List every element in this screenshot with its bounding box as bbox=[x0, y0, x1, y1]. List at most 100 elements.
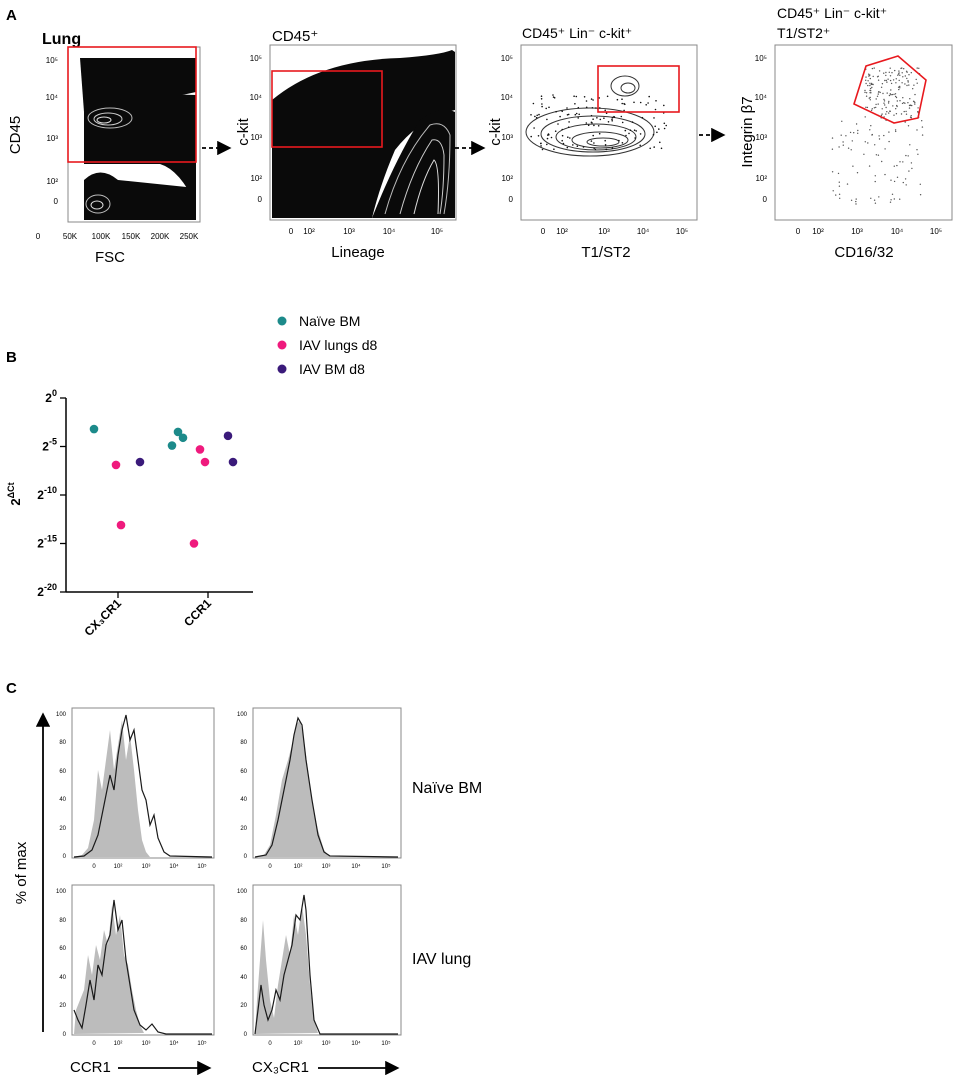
flow-event-dot bbox=[857, 132, 859, 134]
row-label-naive-bm: Naïve BM bbox=[412, 780, 482, 797]
panel-b-yticks: 202-52-102-152-20 bbox=[37, 388, 66, 599]
panel-a-letter: A bbox=[6, 7, 17, 24]
flow-event-dot bbox=[585, 106, 588, 109]
flow-event-dot bbox=[594, 148, 597, 151]
plot-a2-title: CD45⁺ bbox=[272, 28, 318, 45]
flow-event-dot bbox=[883, 102, 885, 104]
plot-a4-ytick: 10² bbox=[755, 174, 767, 183]
flow-event-dot bbox=[874, 175, 876, 177]
flow-event-dot bbox=[906, 77, 908, 80]
histogram-xtick: 10³ bbox=[142, 1041, 151, 1047]
plot-a3-events bbox=[530, 94, 667, 151]
flow-event-dot bbox=[599, 118, 602, 121]
flow-event-dot bbox=[901, 72, 903, 74]
plot-a3-xtick: 10³ bbox=[598, 227, 610, 236]
panel-b-point bbox=[200, 457, 210, 467]
flow-event-dot bbox=[877, 103, 879, 105]
flow-event-dot bbox=[555, 110, 557, 113]
plot-a3-title: CD45⁺ Lin⁻ c-kit⁺ bbox=[522, 25, 632, 41]
histogram-naive-cx3cr1: 100 80 60 40 20 0 0 10² 10³ 10⁴ 10⁵ bbox=[237, 707, 402, 870]
panel-b-ytick-label: 2-5 bbox=[42, 437, 57, 454]
flow-event-dot bbox=[875, 103, 877, 106]
panel-a-plot-2: CD45⁺ 10⁵ 10⁴ 10³ 10² 0 0 10² 10³ 10⁴ 10… bbox=[235, 28, 457, 261]
panel-b-point bbox=[89, 424, 99, 434]
flow-event-dot bbox=[606, 95, 609, 98]
flow-event-dot bbox=[895, 96, 898, 99]
panel-a-plot-4: CD45⁺ Lin⁻ c-kit⁺ T1/ST2⁺ 10⁵ 10⁴ 10³ 10… bbox=[739, 5, 953, 261]
flow-event-dot bbox=[621, 98, 623, 100]
plot-a3-contour bbox=[540, 115, 646, 153]
flow-event-dot bbox=[562, 142, 565, 145]
panel-b-ytick-base: 2 bbox=[45, 391, 52, 405]
flow-event-dot bbox=[917, 153, 919, 155]
flow-event-dot bbox=[585, 122, 588, 124]
flow-event-dot bbox=[590, 98, 593, 100]
flow-event-dot bbox=[611, 120, 613, 122]
histogram-ytick: 60 bbox=[240, 946, 247, 952]
flow-event-dot bbox=[883, 100, 886, 102]
flow-event-dot bbox=[884, 79, 886, 82]
flow-event-dot bbox=[883, 134, 885, 137]
flow-event-dot bbox=[559, 115, 561, 118]
flow-event-dot bbox=[639, 133, 642, 135]
flow-event-dot bbox=[857, 129, 859, 132]
flow-event-dot bbox=[890, 199, 892, 201]
histogram-ytick: 100 bbox=[56, 889, 67, 895]
flow-event-dot bbox=[877, 91, 880, 93]
flow-event-dot bbox=[611, 147, 614, 149]
flow-event-dot bbox=[896, 176, 899, 178]
plot-a2-ytick: 10² bbox=[250, 174, 262, 183]
flow-event-dot bbox=[603, 117, 605, 119]
panel-b-ytick-base: 2 bbox=[42, 440, 49, 454]
flow-event-dot bbox=[572, 144, 574, 146]
flow-event-dot bbox=[897, 73, 900, 75]
flow-event-dot bbox=[864, 91, 866, 94]
flow-event-dot bbox=[550, 136, 553, 139]
flow-event-dot bbox=[888, 131, 890, 133]
flow-event-dot bbox=[877, 79, 880, 81]
flow-event-dot bbox=[532, 102, 535, 105]
flow-event-dot bbox=[660, 147, 663, 150]
histogram-ytick: 0 bbox=[63, 854, 67, 860]
flow-event-dot bbox=[905, 110, 907, 113]
flow-event-dot bbox=[915, 78, 917, 81]
flow-event-dot bbox=[902, 97, 904, 99]
histogram-ytick: 40 bbox=[240, 975, 247, 981]
flow-event-dot bbox=[847, 147, 850, 149]
flow-event-dot bbox=[839, 197, 841, 199]
flow-event-dot bbox=[868, 165, 871, 167]
flow-event-dot bbox=[907, 81, 909, 83]
flow-event-dot bbox=[631, 121, 634, 123]
flow-event-dot bbox=[916, 67, 918, 69]
flow-event-dot bbox=[888, 140, 890, 143]
flow-event-dot bbox=[530, 114, 532, 116]
flow-event-dot bbox=[913, 84, 915, 86]
flow-event-dot bbox=[911, 167, 913, 170]
flow-event-dot bbox=[909, 144, 911, 146]
plot-a1-contour bbox=[96, 116, 112, 124]
plot-a1-contour bbox=[90, 200, 104, 210]
flow-event-dot bbox=[537, 135, 540, 137]
flow-event-dot bbox=[541, 105, 543, 108]
flow-event-dot bbox=[878, 138, 881, 140]
flow-event-dot bbox=[870, 82, 873, 85]
plot-a1-xtick: 0 bbox=[36, 232, 41, 241]
flow-event-dot bbox=[867, 84, 869, 87]
flow-event-dot bbox=[912, 100, 915, 103]
flow-event-dot bbox=[578, 113, 580, 116]
flow-event-dot bbox=[840, 134, 842, 136]
plot-a1-xtick: 50K bbox=[63, 232, 78, 241]
flow-event-dot bbox=[842, 144, 844, 146]
flow-event-dot bbox=[881, 113, 883, 115]
flow-event-dot bbox=[885, 79, 887, 82]
flow-event-dot bbox=[870, 197, 872, 199]
plot-a2-xtick: 10⁴ bbox=[383, 227, 396, 236]
panel-b-xtick-label: CCR1 bbox=[181, 596, 214, 629]
flow-event-dot bbox=[881, 160, 883, 163]
flow-event-dot bbox=[875, 98, 877, 100]
flow-event-dot bbox=[611, 116, 614, 119]
flow-event-dot bbox=[864, 141, 866, 143]
flow-event-dot bbox=[652, 133, 655, 136]
flow-event-dot bbox=[865, 95, 868, 97]
